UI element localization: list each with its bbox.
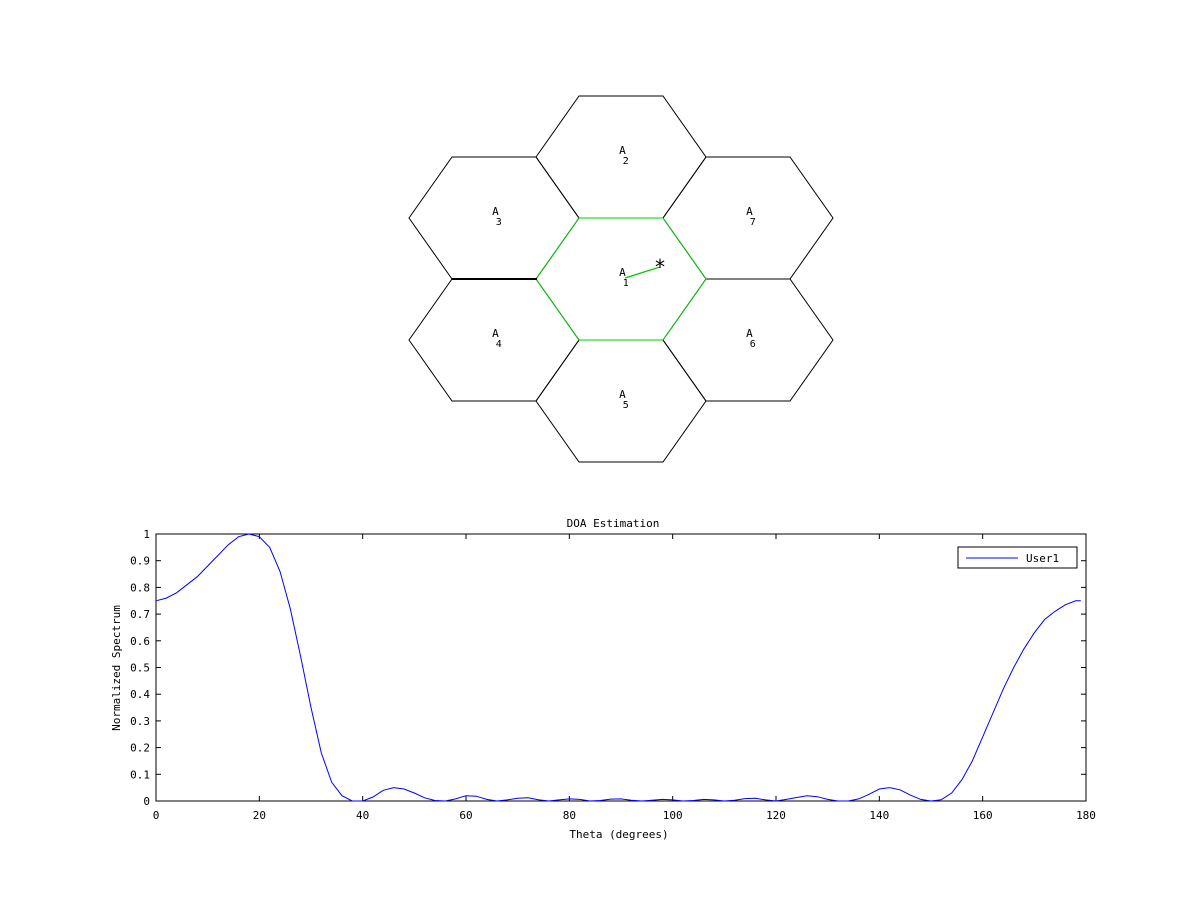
y-tick-label: 0.9 xyxy=(130,555,150,568)
cell-hexagon-7 xyxy=(662,156,834,280)
series-line-user1 xyxy=(155,533,1081,802)
y-tick-label: 1 xyxy=(143,528,150,541)
y-tick-label: 0.8 xyxy=(130,581,150,594)
x-tick-label: 140 xyxy=(869,809,889,822)
series-layer xyxy=(155,533,1081,802)
doa-chart: DOA Estimation 0 20 40 60 80 100 120 140 160 1800… xyxy=(110,517,1096,841)
y-axis-label: Normalized Spectrum xyxy=(110,605,123,731)
cell-hexagon-3 xyxy=(408,156,580,280)
x-tick-label: 0 xyxy=(153,809,160,822)
plot-area xyxy=(156,534,1086,801)
y-tick-label: 0.7 xyxy=(130,608,150,621)
chart-title: DOA Estimation xyxy=(567,517,660,530)
user-link-line xyxy=(624,266,661,279)
cell-hexagon-6 xyxy=(662,278,834,402)
cell-hexagon-5 xyxy=(535,339,707,463)
cell-layout-diagram: A 1 A 2 A 3 A 4 A 5 A 6 A 7 * xyxy=(408,95,834,463)
x-tick-label: 160 xyxy=(973,809,993,822)
axes: 0 20 40 60 80 100 120 140 160 180 0 0.1 0.2 0.3 0.4 0.5… xyxy=(130,528,1096,822)
y-tick-label: 0.6 xyxy=(130,635,150,648)
y-tick-label: 0.1 xyxy=(130,768,150,781)
y-tick-label: 0.4 xyxy=(130,688,150,701)
y-tick-label: 0.3 xyxy=(130,715,150,728)
cell-hexagon-2 xyxy=(535,95,707,219)
y-tick-label: 0.2 xyxy=(130,742,150,755)
y-tick-label: 0 xyxy=(143,795,150,808)
y-tick-label: 0.5 xyxy=(130,662,150,675)
x-tick-label: 180 xyxy=(1076,809,1096,822)
x-tick-label: 80 xyxy=(563,809,576,822)
x-tick-label: 40 xyxy=(356,809,369,822)
x-tick-label: 20 xyxy=(253,809,266,822)
x-tick-label: 60 xyxy=(459,809,472,822)
x-tick-label: 100 xyxy=(663,809,683,822)
legend: User1 xyxy=(957,546,1078,569)
cell-hexagon-4 xyxy=(408,278,580,402)
user-position-marker: * xyxy=(654,255,666,279)
x-axis-label: Theta (degrees) xyxy=(569,828,668,841)
x-tick-label: 120 xyxy=(766,809,786,822)
legend-label-user1: User1 xyxy=(1026,552,1059,565)
cell-hexagon-1 xyxy=(535,217,707,341)
